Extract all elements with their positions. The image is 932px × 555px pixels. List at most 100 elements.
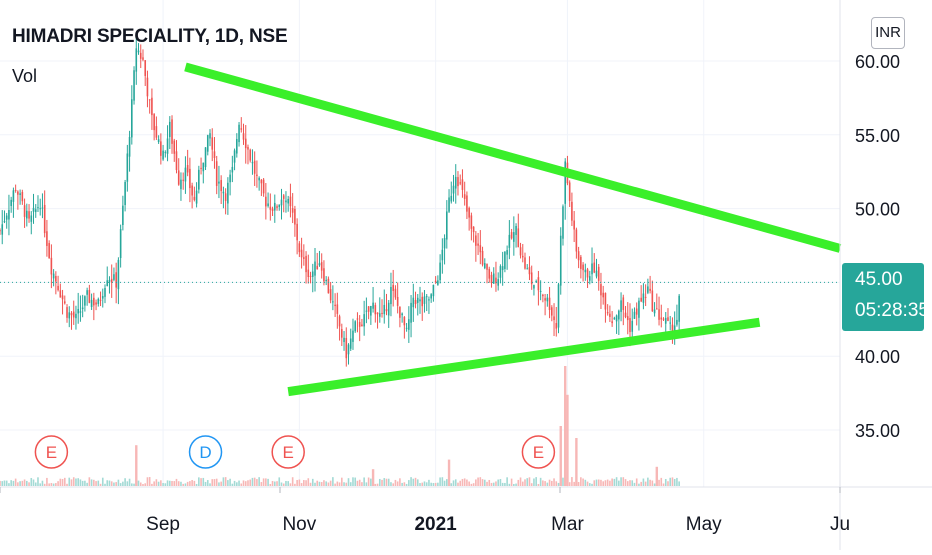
volume-bar xyxy=(14,478,17,486)
volume-bar xyxy=(282,483,285,486)
candle-body xyxy=(662,318,665,320)
candle-body xyxy=(300,249,303,258)
candle-body xyxy=(119,229,122,259)
candle-body xyxy=(336,304,339,314)
candle-body xyxy=(428,299,430,301)
candle-body xyxy=(358,321,361,327)
volume-bar xyxy=(294,483,296,486)
candle-body xyxy=(600,284,602,296)
trendline-resistance[interactable] xyxy=(184,62,842,253)
candle-body xyxy=(551,307,553,316)
candle-body xyxy=(577,251,580,261)
candle-body xyxy=(618,310,620,320)
candle-body xyxy=(157,139,160,142)
candle-body xyxy=(571,201,573,221)
trendline-layer[interactable] xyxy=(0,62,842,397)
candle-body xyxy=(206,135,209,152)
volume-spike xyxy=(559,426,562,486)
volume-bar xyxy=(557,482,560,486)
candle-body xyxy=(434,280,437,283)
volume-indicator-label[interactable]: Vol xyxy=(12,66,38,86)
volume-bar xyxy=(157,481,160,486)
event-marker[interactable] xyxy=(271,435,305,469)
candle-body xyxy=(43,204,46,234)
candle-body xyxy=(470,215,473,229)
volume-bar xyxy=(568,482,571,486)
event-marker-label: E xyxy=(283,443,294,462)
candle-body xyxy=(468,207,470,218)
volume-bar xyxy=(363,477,365,486)
event-marker[interactable] xyxy=(188,435,223,469)
currency-button[interactable]: INR xyxy=(871,17,905,49)
volume-bar xyxy=(349,482,352,486)
volume-bar xyxy=(390,482,392,486)
trendline-support[interactable] xyxy=(287,317,761,397)
volume-bar xyxy=(251,477,254,486)
candle-body xyxy=(93,297,95,306)
candle-body xyxy=(104,287,106,297)
candle-body xyxy=(557,284,560,328)
event-marker[interactable] xyxy=(34,435,69,469)
candle-body xyxy=(135,48,138,72)
candle-body xyxy=(30,215,33,222)
volume-bar xyxy=(609,480,611,486)
volume-bar xyxy=(629,480,631,486)
volume-spike xyxy=(575,438,578,486)
candle-body xyxy=(338,316,341,327)
volume-bar xyxy=(341,477,343,486)
volume-bar xyxy=(472,483,475,486)
candle-body xyxy=(222,191,225,194)
volume-bar xyxy=(267,478,269,486)
candle-body xyxy=(124,181,126,206)
x-tick-label: 2021 xyxy=(414,514,457,535)
volume-bar xyxy=(215,478,218,486)
volume-bar xyxy=(320,482,323,486)
candle-body xyxy=(323,268,325,282)
x-tick-label: Mar xyxy=(551,514,584,535)
volume-bar xyxy=(470,483,473,486)
volume-bar xyxy=(253,477,256,486)
volume-spike xyxy=(566,394,569,486)
volume-bar xyxy=(551,480,553,486)
candle-body xyxy=(184,167,187,182)
volume-bar xyxy=(446,479,448,486)
volume-bar xyxy=(189,481,191,486)
candle-body xyxy=(72,311,75,318)
volume-bar xyxy=(669,477,672,486)
candle-body xyxy=(122,205,124,225)
candle-body xyxy=(334,304,336,307)
event-marker-label: D xyxy=(199,443,211,462)
candle-body xyxy=(101,296,104,299)
volume-bar xyxy=(265,478,267,486)
volume-bar xyxy=(432,482,435,486)
candle-body xyxy=(562,206,564,239)
volume-bar xyxy=(90,479,93,486)
candle-body xyxy=(258,177,260,181)
volume-bar xyxy=(591,483,593,486)
volume-bar xyxy=(434,482,437,486)
volume-bar xyxy=(276,481,278,486)
candle-body xyxy=(327,278,330,294)
volume-bar xyxy=(414,477,417,486)
volume-bar xyxy=(202,477,205,486)
candle-body xyxy=(175,151,178,171)
volume-bar xyxy=(307,478,310,486)
candle-body xyxy=(430,294,432,299)
candle-body xyxy=(26,210,28,219)
candle-body xyxy=(664,317,667,324)
candle-body xyxy=(198,169,200,190)
candle-body xyxy=(403,317,406,326)
volume-bar xyxy=(8,483,10,486)
volume-bar xyxy=(555,481,558,486)
event-marker[interactable] xyxy=(521,435,556,469)
volume-bar xyxy=(309,482,312,486)
candle-body xyxy=(153,114,155,131)
volume-bar xyxy=(139,482,142,486)
volume-bar xyxy=(227,480,229,486)
candle-body xyxy=(622,297,625,310)
volume-bar xyxy=(553,478,555,486)
